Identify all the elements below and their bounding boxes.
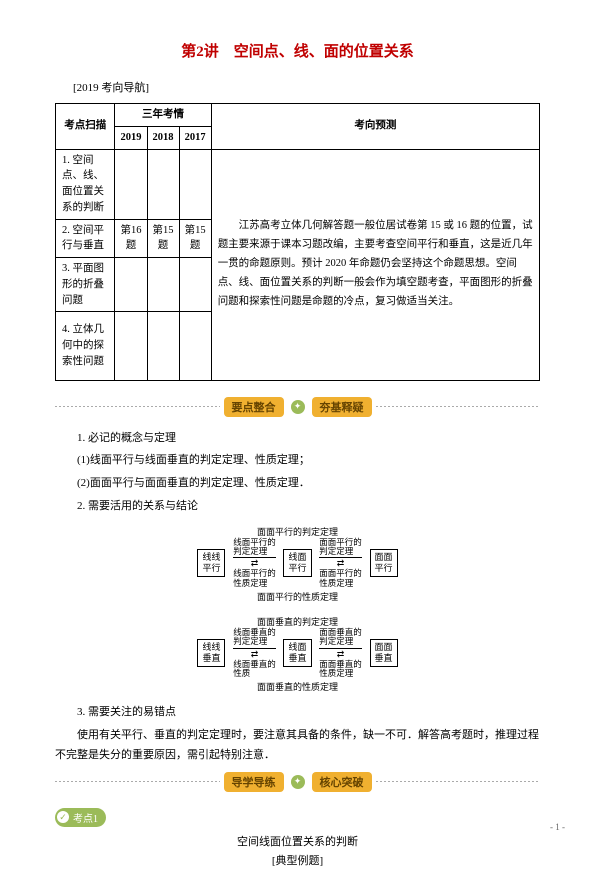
td-cell bbox=[147, 149, 179, 219]
td-topic: 1. 空间点、线、面位置关系的判断 bbox=[56, 149, 115, 219]
td-cell bbox=[179, 149, 211, 219]
subtitle-2: [典型例题] bbox=[55, 852, 540, 872]
diagram-2: 面面垂直的判定定理 线线 垂直 线面垂直的 判定定理 ⇄ 线面垂直的 性质 线面… bbox=[197, 613, 397, 693]
td-cell: 第15题 bbox=[147, 219, 179, 258]
p: 3. 需要关注的易错点 bbox=[55, 703, 540, 723]
pill-right: 核心突破 bbox=[312, 772, 372, 792]
body-text: 3. 需要关注的易错点 使用有关平行、垂直的判定定理时，要注意其具备的条件，缺一… bbox=[55, 703, 540, 765]
td-cell bbox=[147, 312, 179, 380]
p: 2. 需要活用的关系与结论 bbox=[55, 497, 540, 517]
box: 线面 垂直 bbox=[283, 639, 311, 667]
section-banner-1: 要点整合 ✦ 夯基释疑 bbox=[55, 397, 540, 417]
box: 面面 垂直 bbox=[370, 639, 398, 667]
td-cell: 第15题 bbox=[179, 219, 211, 258]
body-text: 1. 必记的概念与定理 (1)线面平行与线面垂直的判定定理、性质定理； (2)面… bbox=[55, 429, 540, 517]
th-year: 2018 bbox=[147, 126, 179, 149]
td-topic: 2. 空间平行与垂直 bbox=[56, 219, 115, 258]
caption-bot: 面面平行的性质定理 bbox=[197, 590, 397, 603]
nav-label: [2019 考向导航] bbox=[55, 79, 540, 95]
section-banner-2: 导学导练 ✦ 核心突破 bbox=[55, 772, 540, 792]
caption-top: 面面垂直的判定定理 bbox=[197, 615, 397, 628]
td-cell bbox=[179, 312, 211, 380]
caption-top: 面面平行的判定定理 bbox=[197, 525, 397, 538]
arrow-group: 线面平行的 判定定理 ⇄ 线面平行的 性质定理 bbox=[225, 538, 283, 588]
td-topic: 3. 平面图形的折叠问题 bbox=[56, 258, 115, 312]
page-number: - 1 - bbox=[550, 822, 565, 832]
page-title: 第2讲 空间点、线、面的位置关系 bbox=[55, 40, 540, 61]
pill-left: 要点整合 bbox=[224, 397, 284, 417]
diagram-wrap: 面面平行的判定定理 线线 平行 线面平行的 判定定理 ⇄ 线面平行的 性质定理 … bbox=[55, 523, 540, 694]
box: 线线 平行 bbox=[197, 549, 225, 577]
td-cell bbox=[115, 312, 147, 380]
th-scan: 考点扫描 bbox=[56, 104, 115, 150]
check-icon: ✓ bbox=[57, 811, 69, 823]
box: 线面 平行 bbox=[283, 549, 311, 577]
td-cell bbox=[147, 258, 179, 312]
th-3year: 三年考情 bbox=[115, 104, 211, 127]
td-pred: 江苏高考立体几何解答题一般位居试卷第 15 或 16 题的位置，试题主要来源于课… bbox=[211, 149, 539, 380]
th-pred: 考向预测 bbox=[211, 104, 539, 150]
p: (1)线面平行与线面垂直的判定定理、性质定理； bbox=[55, 451, 540, 471]
th-year: 2019 bbox=[115, 126, 147, 149]
pill-right: 夯基释疑 bbox=[312, 397, 372, 417]
th-year: 2017 bbox=[179, 126, 211, 149]
subtitle-1: 空间线面位置关系的判断 bbox=[55, 833, 540, 853]
td-cell bbox=[179, 258, 211, 312]
arrow-group: 面面平行的 判定定理 ⇄ 面面平行的 性质定理 bbox=[312, 538, 370, 588]
p: 1. 必记的概念与定理 bbox=[55, 429, 540, 449]
td-cell: 第16题 bbox=[115, 219, 147, 258]
p: (2)面面平行与面面垂直的判定定理、性质定理． bbox=[55, 474, 540, 494]
table-row: 考点扫描 三年考情 考向预测 bbox=[56, 104, 540, 127]
td-topic: 4. 立体几何中的探索性问题 bbox=[56, 312, 115, 380]
pill-left: 导学导练 bbox=[224, 772, 284, 792]
td-cell bbox=[115, 149, 147, 219]
circle-icon: ✦ bbox=[291, 775, 305, 789]
arrow-group: 面面垂直的 判定定理 ⇄ 面面垂直的 性质定理 bbox=[312, 628, 370, 678]
circle-icon: ✦ bbox=[291, 400, 305, 414]
box: 面面 平行 bbox=[370, 549, 398, 577]
diagram-1: 面面平行的判定定理 线线 平行 线面平行的 判定定理 ⇄ 线面平行的 性质定理 … bbox=[197, 523, 397, 603]
exam-table: 考点扫描 三年考情 考向预测 2019 2018 2017 1. 空间点、线、面… bbox=[55, 103, 540, 381]
td-cell bbox=[115, 258, 147, 312]
caption-bot: 面面垂直的性质定理 bbox=[197, 680, 397, 693]
arrow-group: 线面垂直的 判定定理 ⇄ 线面垂直的 性质 bbox=[225, 628, 283, 678]
kaodian-tag: ✓ 考点1 bbox=[55, 808, 106, 827]
table-row: 1. 空间点、线、面位置关系的判断 江苏高考立体几何解答题一般位居试卷第 15 … bbox=[56, 149, 540, 219]
box: 线线 垂直 bbox=[197, 639, 225, 667]
kaodian-label: 考点1 bbox=[73, 810, 98, 825]
p: 使用有关平行、垂直的判定定理时，要注意其具备的条件，缺一不可．解答高考题时，推理… bbox=[55, 726, 540, 766]
